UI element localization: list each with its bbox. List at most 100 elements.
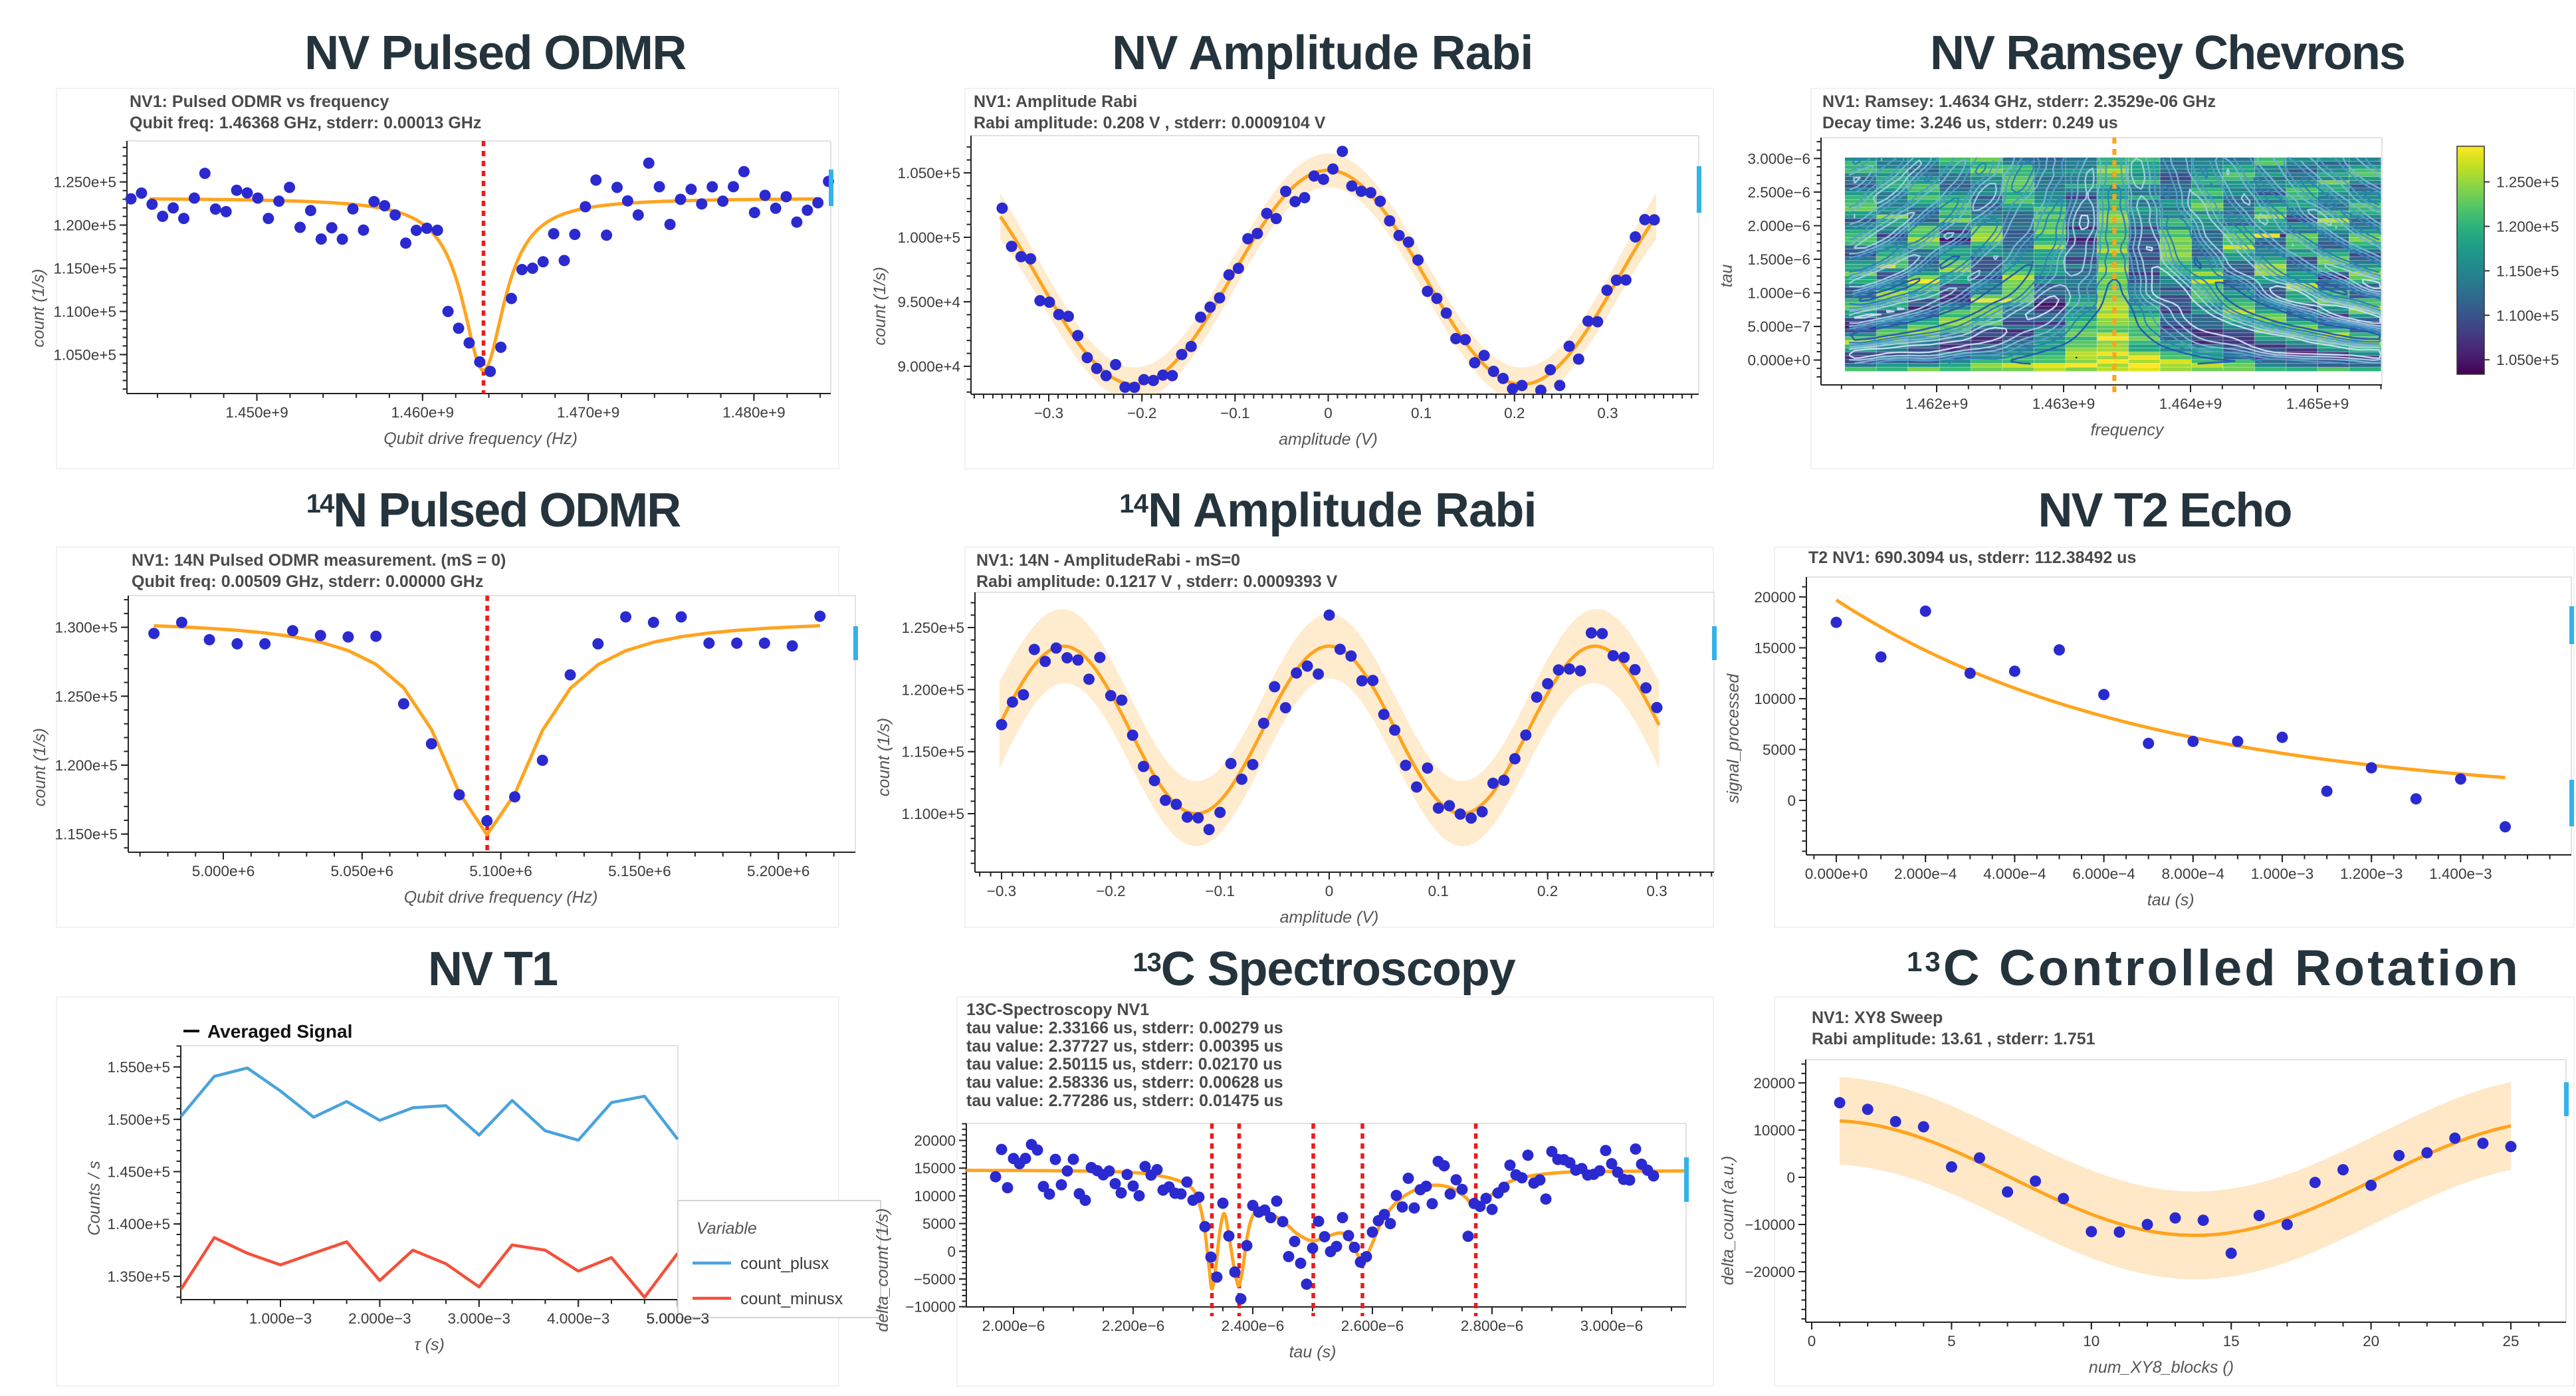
svg-text:1.000e−6: 1.000e−6 <box>1748 285 1810 302</box>
svg-text:T2 NV1: 690.3094 us, stderr: 1: T2 NV1: 690.3094 us, stderr: 112.38492 u… <box>1808 548 2136 567</box>
svg-text:1.450e+9: 1.450e+9 <box>225 404 288 421</box>
svg-text:20000: 20000 <box>1754 589 1796 606</box>
svg-text:Decay time: 3.246 us, stderr:: Decay time: 3.246 us, stderr: 0.249 us <box>1822 114 2118 132</box>
svg-text:0: 0 <box>1324 405 1333 421</box>
svg-text:NV1: Pulsed ODMR vs frequency: NV1: Pulsed ODMR vs frequency <box>130 92 389 111</box>
svg-text:1.050e+5: 1.050e+5 <box>54 346 116 363</box>
svg-text:2.600e−6: 2.600e−6 <box>1341 1318 1404 1334</box>
svg-text:5.000e−3: 5.000e−3 <box>647 1310 709 1327</box>
svg-text:1.150e+5: 1.150e+5 <box>2496 263 2559 279</box>
svg-text:1.000e+5: 1.000e+5 <box>898 229 960 246</box>
svg-text:0.000e+0: 0.000e+0 <box>1748 352 1810 369</box>
svg-text:1.500e+5: 1.500e+5 <box>108 1111 170 1128</box>
svg-text:−0.2: −0.2 <box>1096 883 1125 899</box>
svg-text:1.000e−3: 1.000e−3 <box>249 1310 312 1327</box>
svg-text:tau (s): tau (s) <box>1289 1343 1337 1361</box>
svg-text:−0.1: −0.1 <box>1205 883 1234 899</box>
svg-text:tau value: 2.77286 us, stderr:: tau value: 2.77286 us, stderr: 0.01475 u… <box>966 1092 1283 1110</box>
svg-text:2.400e−6: 2.400e−6 <box>1222 1318 1284 1334</box>
svg-text:1.250e+5: 1.250e+5 <box>54 174 116 191</box>
svg-text:13C-Spectroscopy NV1: 13C-Spectroscopy NV1 <box>966 1000 1149 1019</box>
svg-text:delta_count (a.u.): delta_count (a.u.) <box>1719 1156 1737 1286</box>
svg-text:2.000e−6: 2.000e−6 <box>1748 218 1810 235</box>
svg-text:Qubit freq: 0.00509 GHz, stder: Qubit freq: 0.00509 GHz, stderr: 0.00000… <box>132 572 483 591</box>
svg-text:15000: 15000 <box>914 1160 956 1177</box>
svg-text:Qubit freq: 1.46368 GHz, stder: Qubit freq: 1.46368 GHz, stderr: 0.00013… <box>130 114 481 132</box>
svg-text:0.3: 0.3 <box>1597 405 1618 421</box>
svg-text:1.350e+5: 1.350e+5 <box>108 1268 170 1285</box>
svg-text:5: 5 <box>1947 1333 1956 1349</box>
svg-text:Averaged Signal: Averaged Signal <box>207 1021 352 1042</box>
svg-text:1.200e−3: 1.200e−3 <box>2340 866 2403 882</box>
svg-text:13C Spectroscopy: 13C Spectroscopy <box>1132 943 1515 996</box>
svg-text:6.000e−4: 6.000e−4 <box>2072 866 2135 882</box>
svg-text:count_minusx: count_minusx <box>740 1290 843 1308</box>
svg-text:1.100e+5: 1.100e+5 <box>902 806 964 822</box>
svg-text:Rabi amplitude: 0.208 V , stde: Rabi amplitude: 0.208 V , stderr: 0.0009… <box>974 114 1326 132</box>
svg-text:2.000e−3: 2.000e−3 <box>348 1310 411 1327</box>
svg-text:1.200e+5: 1.200e+5 <box>2496 219 2559 235</box>
svg-text:0: 0 <box>947 1243 956 1260</box>
svg-text:1.550e+5: 1.550e+5 <box>108 1059 170 1076</box>
svg-text:NV1: 14N Pulsed ODMR measureme: NV1: 14N Pulsed ODMR measurement. (mS = … <box>132 551 506 570</box>
svg-text:1.150e+5: 1.150e+5 <box>55 826 118 843</box>
svg-text:tau value: 2.50115 us, stderr:: tau value: 2.50115 us, stderr: 0.02170 u… <box>966 1055 1282 1074</box>
svg-text:0: 0 <box>1325 883 1334 899</box>
svg-text:count (1/s): count (1/s) <box>875 718 893 796</box>
svg-text:5000: 5000 <box>922 1216 956 1232</box>
svg-text:9.000e+4: 9.000e+4 <box>898 358 960 375</box>
svg-text:1.400e−3: 1.400e−3 <box>2429 866 2492 882</box>
svg-text:Rabi amplitude: 13.61 , stder: Rabi amplitude: 13.61 , stderr: 1.751 <box>1812 1030 2095 1048</box>
svg-text:NV1: 14N - AmplitudeRabi - mS=: NV1: 14N - AmplitudeRabi - mS=0 <box>976 551 1240 570</box>
svg-text:Qubit drive frequency (Hz): Qubit drive frequency (Hz) <box>404 888 598 907</box>
svg-text:1.150e+5: 1.150e+5 <box>902 744 964 760</box>
svg-text:3.000e−6: 3.000e−6 <box>1580 1318 1643 1334</box>
svg-text:2.200e−6: 2.200e−6 <box>1102 1318 1164 1334</box>
svg-text:count (1/s): count (1/s) <box>31 728 49 806</box>
svg-text:14N Pulsed ODMR: 14N Pulsed ODMR <box>306 484 681 537</box>
svg-text:1.200e+5: 1.200e+5 <box>54 217 116 234</box>
svg-text:tau value: 2.58336 us, stderr:: tau value: 2.58336 us, stderr: 0.00628 u… <box>966 1074 1283 1092</box>
svg-text:NV T2 Echo: NV T2 Echo <box>2038 484 2291 537</box>
svg-text:0: 0 <box>1786 1169 1795 1186</box>
svg-text:1.460e+9: 1.460e+9 <box>391 404 454 421</box>
svg-text:10000: 10000 <box>914 1188 956 1205</box>
svg-text:0.2: 0.2 <box>1537 883 1558 899</box>
svg-text:14N Amplitude Rabi: 14N Amplitude Rabi <box>1119 484 1536 537</box>
svg-text:0.000e+0: 0.000e+0 <box>1805 866 1868 882</box>
svg-text:Counts / s: Counts / s <box>85 1161 104 1236</box>
svg-text:5.200e+6: 5.200e+6 <box>747 863 809 879</box>
svg-text:NV Amplitude Rabi: NV Amplitude Rabi <box>1112 27 1533 80</box>
svg-text:10000: 10000 <box>1753 1122 1795 1139</box>
svg-text:20: 20 <box>2363 1333 2379 1349</box>
svg-text:count_plusx: count_plusx <box>740 1254 829 1273</box>
svg-text:1.465e+9: 1.465e+9 <box>2286 396 2349 412</box>
svg-text:0.1: 0.1 <box>1411 405 1432 421</box>
svg-text:0: 0 <box>1787 792 1796 809</box>
svg-text:1.400e+5: 1.400e+5 <box>108 1216 170 1232</box>
svg-text:num_XY8_blocks (): num_XY8_blocks () <box>2089 1358 2234 1377</box>
svg-text:−10000: −10000 <box>1745 1217 1795 1233</box>
svg-text:8.000e−4: 8.000e−4 <box>2162 866 2224 882</box>
svg-text:1.450e+5: 1.450e+5 <box>108 1164 170 1181</box>
svg-text:τ (s): τ (s) <box>414 1336 444 1354</box>
svg-text:1.200e+5: 1.200e+5 <box>902 681 964 698</box>
svg-text:5000: 5000 <box>1763 742 1796 758</box>
svg-text:frequency: frequency <box>2091 421 2165 439</box>
svg-text:amplitude (V): amplitude (V) <box>1279 430 1378 449</box>
svg-text:NV1: Ramsey: 1.4634 GHz, stder: NV1: Ramsey: 1.4634 GHz, stderr: 2.3529e… <box>1822 92 2216 111</box>
svg-text:1.464e+9: 1.464e+9 <box>2159 396 2222 412</box>
svg-text:−0.3: −0.3 <box>987 883 1016 899</box>
svg-text:15: 15 <box>2223 1333 2240 1349</box>
svg-text:tau (s): tau (s) <box>2147 891 2195 909</box>
svg-text:1.250e+5: 1.250e+5 <box>902 620 964 636</box>
svg-text:0.1: 0.1 <box>1428 883 1449 899</box>
svg-text:Variable: Variable <box>697 1219 757 1238</box>
svg-text:5.000e−7: 5.000e−7 <box>1748 318 1810 335</box>
svg-text:10000: 10000 <box>1754 691 1796 707</box>
svg-text:Qubit drive frequency (Hz): Qubit drive frequency (Hz) <box>383 429 578 448</box>
svg-text:−20000: −20000 <box>1745 1264 1795 1280</box>
svg-text:1.250e+5: 1.250e+5 <box>2496 174 2559 191</box>
svg-text:−10000: −10000 <box>905 1299 956 1316</box>
svg-text:NV T1: NV T1 <box>428 943 558 996</box>
